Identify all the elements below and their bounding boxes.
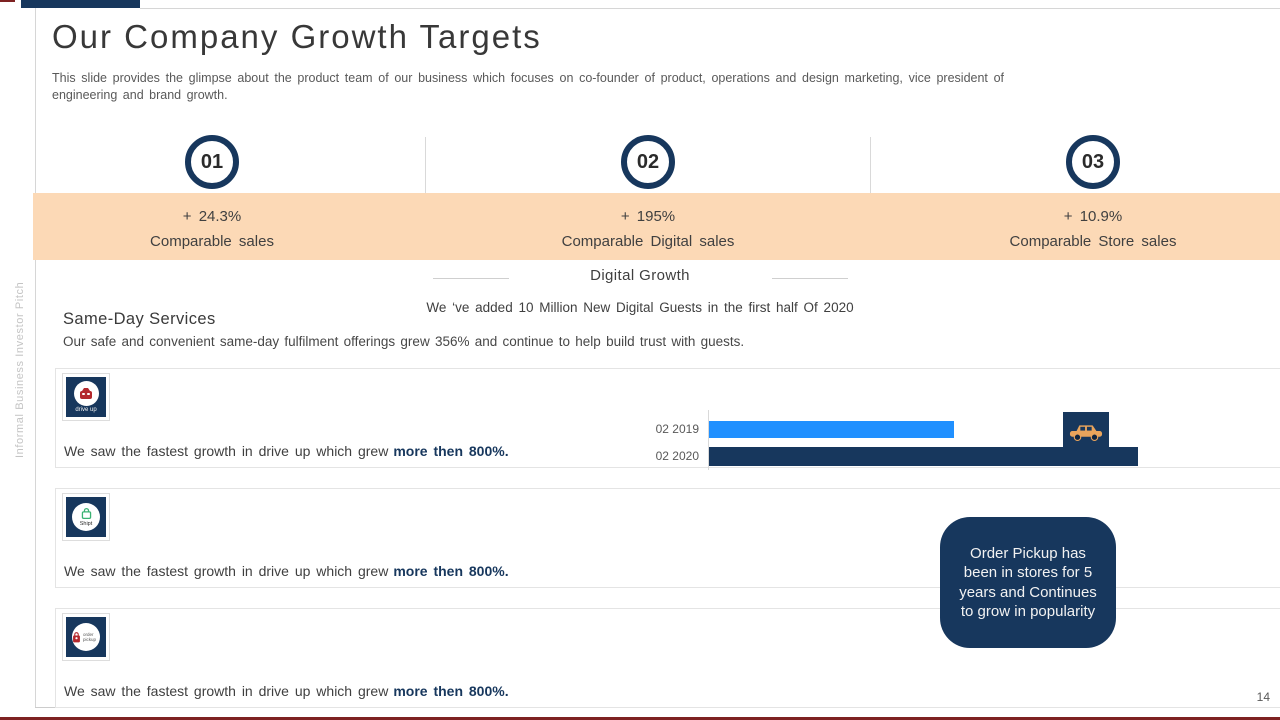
stat-item-comparable-sales: + 24.3% Comparable sales — [62, 201, 362, 257]
heading-flank-line — [433, 278, 509, 279]
service-row-drive-up: drive up We saw the fastest growth in dr… — [55, 368, 1280, 468]
order-pickup-logo-row: order pickup — [71, 631, 101, 644]
chart-bar-2019 — [709, 421, 954, 438]
service-sentence-text: We saw the fastest growth in drive up wh… — [64, 683, 389, 699]
digital-growth-subtext: We ‘ve added 10 Million New Digital Gues… — [426, 300, 854, 315]
page-number: 14 — [1256, 690, 1270, 704]
car-icon — [1069, 424, 1103, 441]
sidebar-vertical-label: Informal Business Investor Pitch — [14, 281, 26, 458]
drive-up-icon-frame: drive up — [62, 373, 110, 421]
order-pickup-icon-label: order pickup — [83, 632, 97, 642]
stat-number: 02 — [636, 150, 660, 173]
left-margin-line — [35, 8, 36, 707]
stat-number-badge-01: 01 — [185, 135, 239, 189]
service-sentence: We saw the fastest growth in drive up wh… — [64, 443, 509, 459]
order-pickup-logo-circle: order pickup — [72, 623, 100, 651]
stat-number-badge-03: 03 — [1066, 135, 1120, 189]
digital-growth-heading: Digital Growth — [590, 267, 690, 284]
chart-category-label-2020: 02 2020 — [655, 449, 699, 463]
page-subtitle: This slide provides the glimpse about th… — [52, 71, 1004, 102]
bottom-red-accent-bar — [0, 717, 1280, 720]
drive-up-logo-circle — [73, 381, 99, 406]
stat-label: Comparable Digital sales — [561, 233, 735, 250]
stat-number: 01 — [200, 150, 224, 173]
service-sentence: We saw the fastest growth in drive up wh… — [64, 563, 509, 579]
service-sentence-highlight: more then 800%. — [393, 563, 509, 579]
stat-item-comparable-store-sales: + 10.9% Comparable Store sales — [943, 201, 1243, 257]
top-navy-accent-bar — [21, 0, 140, 8]
stats-highlight-band — [33, 193, 1280, 260]
red-bag-glyph — [73, 631, 80, 642]
shipt-icon: Shipt — [66, 497, 106, 537]
order-pickup-icon: order pickup — [66, 617, 106, 657]
drive-up-icon-label: drive up — [75, 407, 97, 413]
car-front-glyph — [80, 387, 92, 399]
stat-label: Comparable Store sales — [1009, 233, 1177, 250]
stat-number-badge-02: 02 — [621, 135, 675, 189]
stat-value: + 195% — [620, 208, 676, 225]
top-left-red-accent — [0, 0, 15, 2]
service-sentence-text: We saw the fastest growth in drive up wh… — [64, 443, 389, 459]
order-pickup-callout: Order Pickup has been in stores for 5 ye… — [940, 517, 1116, 648]
chart-category-label-2019: 02 2019 — [655, 422, 699, 436]
stat-value: + 10.9% — [1063, 208, 1123, 225]
chart-axis-line — [708, 410, 709, 470]
callout-text: Order Pickup has been in stores for 5 ye… — [959, 544, 1097, 621]
service-row-order-pickup: order pickup We saw the fastest growth i… — [55, 608, 1280, 708]
stat-label: Comparable sales — [150, 233, 274, 250]
car-annotation-tile — [1063, 412, 1109, 451]
same-day-services-description: Our safe and convenient same-day fulfilm… — [63, 334, 745, 349]
shipt-logo-circle: Shipt — [72, 503, 100, 531]
same-day-services-heading: Same-Day Services — [63, 310, 216, 328]
service-sentence-highlight: more then 800%. — [393, 443, 509, 459]
shipt-icon-label: Shipt — [79, 521, 93, 527]
stat-number: 03 — [1081, 150, 1105, 173]
green-bag-glyph — [81, 507, 91, 520]
top-divider-line — [140, 8, 1280, 9]
service-sentence-highlight: more then 800%. — [393, 683, 509, 699]
drive-up-icon: drive up — [66, 377, 106, 417]
stat-item-comparable-digital-sales: + 195% Comparable Digital sales — [498, 201, 798, 257]
service-sentence-text: We saw the fastest growth in drive up wh… — [64, 563, 389, 579]
chart-bar-2020 — [709, 447, 1138, 466]
page-title: Our Company Growth Targets — [52, 18, 542, 55]
shipt-icon-frame: Shipt — [62, 493, 110, 541]
stat-value: + 24.3% — [182, 208, 242, 225]
order-pickup-icon-frame: order pickup — [62, 613, 110, 661]
service-sentence: We saw the fastest growth in drive up wh… — [64, 683, 509, 699]
heading-flank-line — [772, 278, 848, 279]
